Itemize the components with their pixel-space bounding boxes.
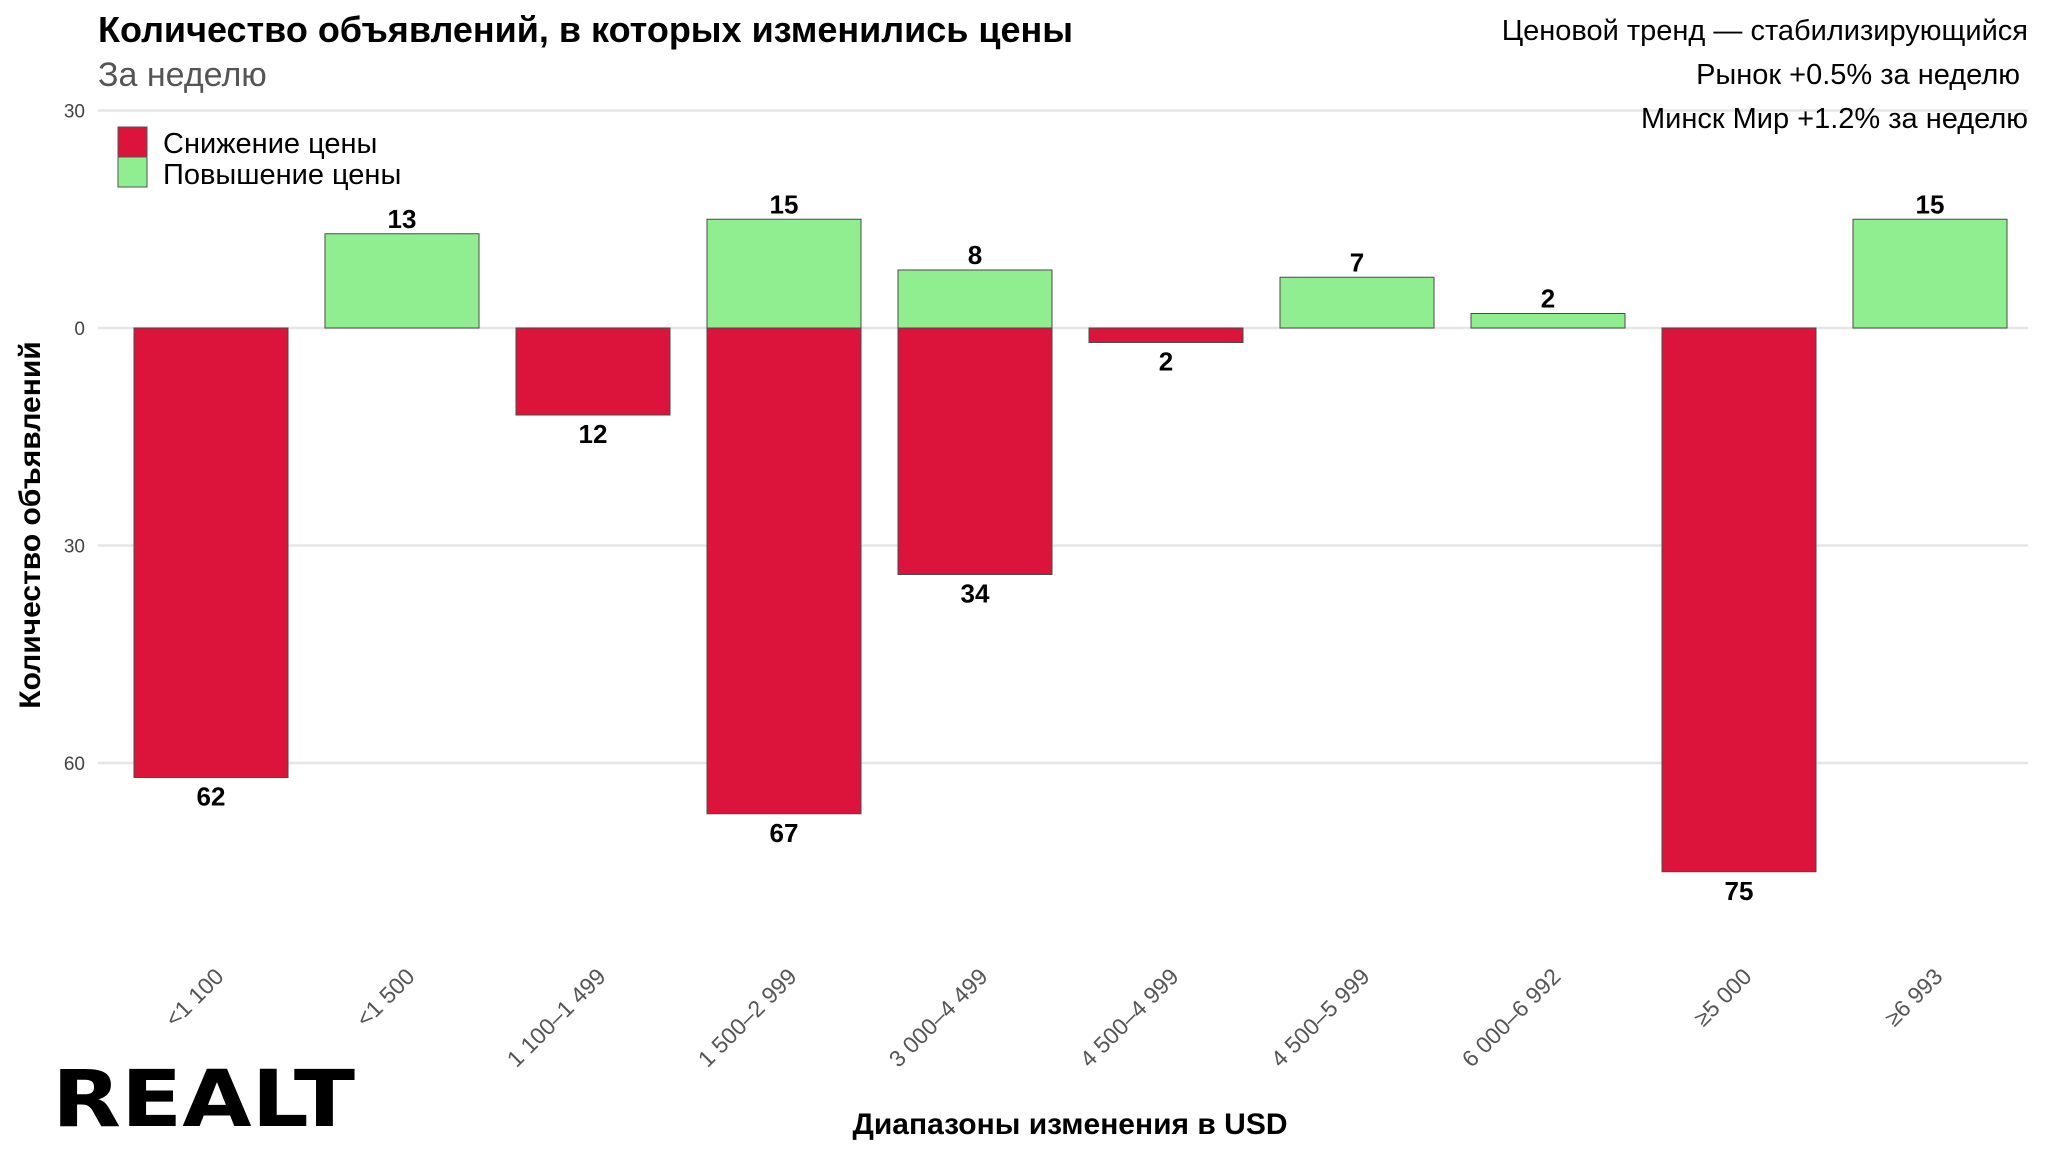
svg-text:REALT: REALT: [52, 1055, 355, 1145]
x-tick-label: 4 500–4 999: [1075, 963, 1184, 1072]
value-label-decrease: 67: [770, 818, 799, 848]
bar-decrease: [1661, 327, 1817, 873]
realt-logo: REALT: [52, 1055, 355, 1145]
chart-subtitle: За неделю: [98, 56, 267, 94]
x-tick-label: <1 100: [160, 963, 229, 1032]
note-minsk-mir: Минск Мир +1.2% за неделю: [1641, 103, 2028, 135]
y-tick-label: 60: [64, 754, 85, 775]
bar-decrease: [706, 327, 862, 815]
y-axis-title: Количество объявлений: [14, 341, 47, 708]
value-label-increase: 7: [1350, 247, 1364, 277]
x-tick-label: ≥5 000: [1689, 963, 1757, 1031]
x-axis-ticks: <1 100 <1 500 1 100–1 499 1 500–2 999 3 000–…: [160, 963, 1948, 1072]
value-label-decrease: 2: [1159, 347, 1173, 377]
bar-decrease: [897, 327, 1053, 575]
value-label-increase: 2: [1541, 284, 1555, 314]
value-label-increase: 15: [1916, 189, 1945, 219]
bar-increase: [897, 269, 1053, 329]
x-tick-label: 4 500–5 999: [1266, 963, 1375, 1072]
x-axis-title: Диапазоны изменения в USD: [852, 1108, 1287, 1141]
note-market: Рынок +0.5% за неделю: [1696, 59, 2020, 91]
chart-title: Количество объявлений, в которых изменил…: [98, 9, 1073, 50]
value-label-increase: 8: [968, 240, 982, 270]
legend-label-increase: Повышение цены: [163, 159, 401, 191]
bar-increase: [324, 233, 480, 329]
legend-label-decrease: Снижение цены: [163, 128, 377, 160]
bar-decrease: [1088, 327, 1244, 343]
bar-decrease: [133, 327, 289, 778]
x-tick-label: 1 500–2 999: [693, 963, 802, 1072]
value-label-decrease: 75: [1725, 876, 1754, 906]
legend-swatch-increase: [117, 156, 148, 188]
bar-decrease: [515, 327, 671, 416]
bar-increase: [1470, 313, 1626, 329]
x-tick-label: <1 500: [351, 963, 420, 1032]
y-tick-label: 0: [74, 319, 85, 340]
y-axis-ticks: 30 0 30 60: [64, 102, 85, 776]
bar-increase: [1852, 218, 2008, 329]
x-tick-label: 6 000–6 992: [1457, 963, 1566, 1072]
bars: [133, 218, 2008, 873]
bar-increase: [706, 218, 862, 329]
x-tick-label: 1 100–1 499: [502, 963, 611, 1072]
value-label-decrease: 34: [961, 579, 990, 609]
note-trend: Ценовой тренд — стабилизирующийся: [1502, 15, 2028, 47]
legend: Снижение цены Повышение цены: [117, 126, 401, 191]
value-label-increase: 13: [388, 204, 417, 234]
legend-swatch-decrease: [117, 126, 148, 158]
x-tick-label: 3 000–4 499: [884, 963, 993, 1072]
x-tick-label: ≥6 993: [1880, 963, 1948, 1031]
value-label-decrease: 12: [579, 419, 608, 449]
y-tick-label: 30: [64, 537, 85, 558]
y-tick-label: 30: [64, 102, 85, 123]
value-label-increase: 15: [770, 189, 799, 219]
value-labels: 62 13 12 67 15 34 8 2 7 2 75 15: [197, 189, 1945, 906]
value-label-decrease: 62: [197, 782, 226, 812]
bar-increase: [1279, 276, 1435, 329]
